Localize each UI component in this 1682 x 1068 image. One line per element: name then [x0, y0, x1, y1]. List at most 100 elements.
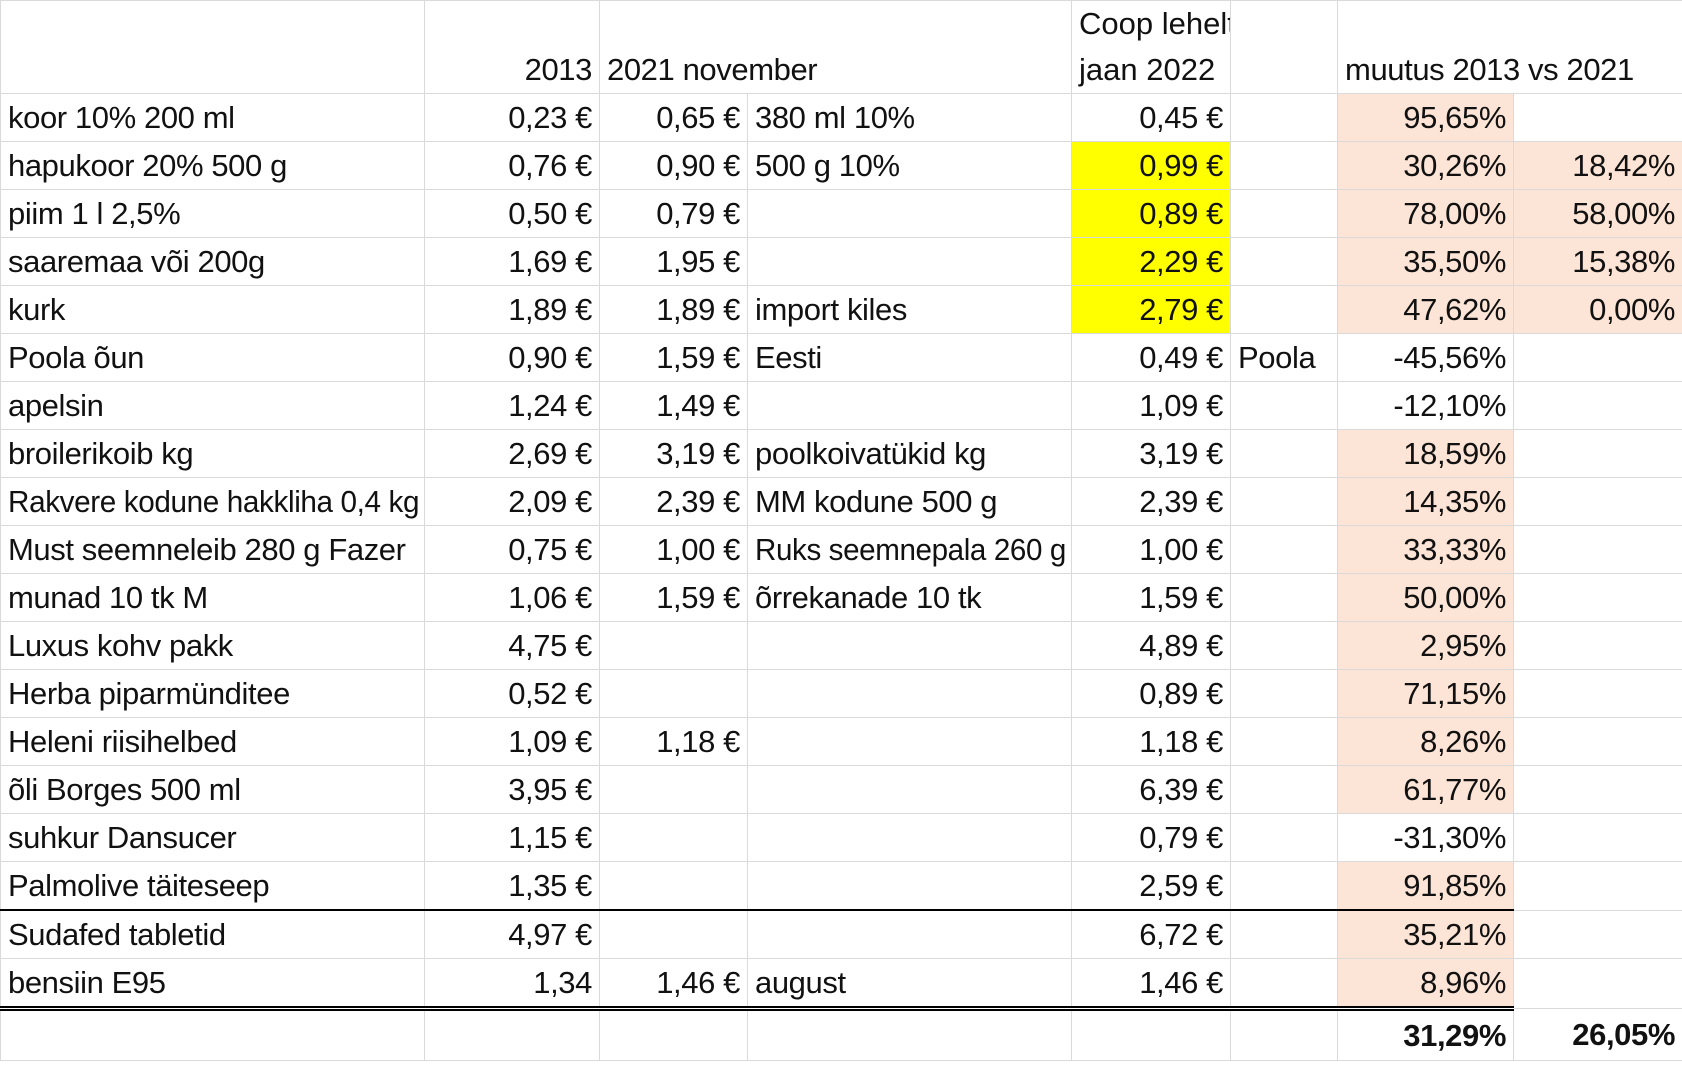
price-2021-cell[interactable]: 2,39 € — [599, 477, 748, 526]
price-2013-cell[interactable]: 0,76 € — [424, 141, 600, 190]
item-name-cell[interactable]: Sudafed tabletid — [0, 909, 425, 959]
price-coop-cell[interactable]: 1,18 € — [1071, 717, 1232, 766]
note2-cell[interactable] — [1230, 765, 1339, 814]
price-2013-cell[interactable]: 0,23 € — [424, 93, 600, 142]
cell[interactable] — [1230, 0, 1339, 94]
item-name-cell[interactable]: Rakvere kodune hakkliha 0,4 kg — [0, 477, 425, 526]
price-2013-cell[interactable]: 0,75 € — [424, 525, 600, 574]
price-2013-cell[interactable]: 1,06 € — [424, 573, 600, 622]
price-coop-cell[interactable]: 1,59 € — [1071, 573, 1232, 622]
note-cell[interactable]: 500 g 10% — [746, 141, 1073, 190]
price-2021-cell[interactable]: 0,79 € — [599, 189, 748, 238]
cell[interactable] — [1071, 1006, 1232, 1061]
note-cell[interactable] — [746, 909, 1073, 959]
item-name-cell[interactable]: apelsin — [0, 381, 425, 430]
item-name-cell[interactable]: broilerikoib kg — [0, 429, 425, 478]
cell[interactable] — [0, 0, 425, 94]
price-coop-cell[interactable]: 1,46 € — [1071, 958, 1232, 1009]
extra-percent-cell[interactable] — [1513, 669, 1682, 718]
note-cell[interactable]: poolkoivatükid kg — [746, 429, 1073, 478]
item-name-cell[interactable]: kurk — [0, 285, 425, 334]
note2-cell[interactable] — [1230, 717, 1339, 766]
header-coop[interactable]: Coop lehelt jaan 2022 — [1071, 0, 1232, 94]
extra-percent-cell[interactable] — [1513, 717, 1682, 766]
price-coop-cell[interactable]: 0,89 € — [1071, 189, 1232, 238]
item-name-cell[interactable]: saaremaa või 200g — [0, 237, 425, 286]
change-percent-cell[interactable]: 61,77% — [1337, 765, 1515, 814]
note2-cell[interactable] — [1230, 477, 1339, 526]
price-coop-cell[interactable]: 2,39 € — [1071, 477, 1232, 526]
price-2013-cell[interactable]: 0,52 € — [424, 669, 600, 718]
item-name-cell[interactable]: õli Borges 500 ml — [0, 765, 425, 814]
price-2021-cell[interactable]: 0,90 € — [599, 141, 748, 190]
note-cell[interactable]: MM kodune 500 g — [746, 477, 1073, 526]
note-cell[interactable] — [746, 189, 1073, 238]
extra-percent-cell[interactable]: 0,00% — [1513, 285, 1682, 334]
note2-cell[interactable]: Poola — [1230, 333, 1339, 382]
item-name-cell[interactable]: munad 10 tk M — [0, 573, 425, 622]
change-percent-cell[interactable]: -12,10% — [1337, 381, 1515, 430]
price-2013-cell[interactable]: 3,95 € — [424, 765, 600, 814]
extra-percent-cell[interactable] — [1513, 525, 1682, 574]
item-name-cell[interactable]: suhkur Dansucer — [0, 813, 425, 862]
item-name-cell[interactable]: Poola õun — [0, 333, 425, 382]
note2-cell[interactable] — [1230, 381, 1339, 430]
extra-percent-cell[interactable] — [1513, 909, 1682, 959]
extra-percent-cell[interactable] — [1513, 813, 1682, 862]
price-2021-cell[interactable] — [599, 621, 748, 670]
note2-cell[interactable] — [1230, 141, 1339, 190]
price-2021-cell[interactable] — [599, 669, 748, 718]
price-2013-cell[interactable]: 1,15 € — [424, 813, 600, 862]
price-coop-cell[interactable]: 6,39 € — [1071, 765, 1232, 814]
note-cell[interactable] — [746, 717, 1073, 766]
note2-cell[interactable] — [1230, 285, 1339, 334]
price-2013-cell[interactable]: 4,97 € — [424, 909, 600, 959]
note-cell[interactable]: Eesti — [746, 333, 1073, 382]
change-percent-cell[interactable]: 35,50% — [1337, 237, 1515, 286]
note-cell[interactable]: 380 ml 10% — [746, 93, 1073, 142]
note-cell[interactable] — [746, 813, 1073, 862]
price-coop-cell[interactable]: 0,79 € — [1071, 813, 1232, 862]
change-percent-cell[interactable]: 50,00% — [1337, 573, 1515, 622]
price-2021-cell[interactable]: 0,65 € — [599, 93, 748, 142]
price-2021-cell[interactable]: 1,49 € — [599, 381, 748, 430]
note2-cell[interactable] — [1230, 958, 1339, 1009]
extra-percent-cell[interactable]: 15,38% — [1513, 237, 1682, 286]
change-percent-cell[interactable]: 2,95% — [1337, 621, 1515, 670]
change-percent-cell[interactable]: 8,26% — [1337, 717, 1515, 766]
item-name-cell[interactable]: Luxus kohv pakk — [0, 621, 425, 670]
price-2021-cell[interactable]: 3,19 € — [599, 429, 748, 478]
price-2021-cell[interactable] — [599, 813, 748, 862]
price-coop-cell[interactable]: 0,49 € — [1071, 333, 1232, 382]
cell[interactable] — [1230, 1006, 1339, 1061]
change-percent-cell[interactable]: -45,56% — [1337, 333, 1515, 382]
note-cell[interactable] — [746, 237, 1073, 286]
price-2013-cell[interactable]: 0,50 € — [424, 189, 600, 238]
price-2013-cell[interactable]: 1,35 € — [424, 861, 600, 911]
price-coop-cell[interactable]: 2,79 € — [1071, 285, 1232, 334]
extra-percent-cell[interactable] — [1513, 958, 1682, 1009]
note2-cell[interactable] — [1230, 189, 1339, 238]
price-2021-cell[interactable]: 1,46 € — [599, 958, 748, 1009]
item-name-cell[interactable]: Herba piparmünditee — [0, 669, 425, 718]
note-cell[interactable] — [746, 765, 1073, 814]
extra-percent-cell[interactable] — [1513, 477, 1682, 526]
note-cell[interactable] — [746, 621, 1073, 670]
extra-percent-cell[interactable] — [1513, 861, 1682, 911]
change-percent-cell[interactable]: -31,30% — [1337, 813, 1515, 862]
price-2013-cell[interactable]: 4,75 € — [424, 621, 600, 670]
change-percent-cell[interactable]: 35,21% — [1337, 909, 1515, 959]
item-name-cell[interactable]: Heleni riisihelbed — [0, 717, 425, 766]
header-change[interactable]: muutus 2013 vs 2021 — [1337, 0, 1682, 94]
extra-percent-cell[interactable] — [1513, 765, 1682, 814]
note2-cell[interactable] — [1230, 429, 1339, 478]
note-cell[interactable]: import kiles — [746, 285, 1073, 334]
extra-percent-cell[interactable]: 18,42% — [1513, 141, 1682, 190]
total-extra-cell[interactable]: 26,05% — [1513, 1008, 1682, 1061]
change-percent-cell[interactable]: 91,85% — [1337, 861, 1515, 911]
price-2013-cell[interactable]: 1,34 — [424, 958, 600, 1009]
change-percent-cell[interactable]: 95,65% — [1337, 93, 1515, 142]
change-percent-cell[interactable]: 8,96% — [1337, 958, 1515, 1009]
price-2013-cell[interactable]: 2,09 € — [424, 477, 600, 526]
price-2013-cell[interactable]: 1,69 € — [424, 237, 600, 286]
